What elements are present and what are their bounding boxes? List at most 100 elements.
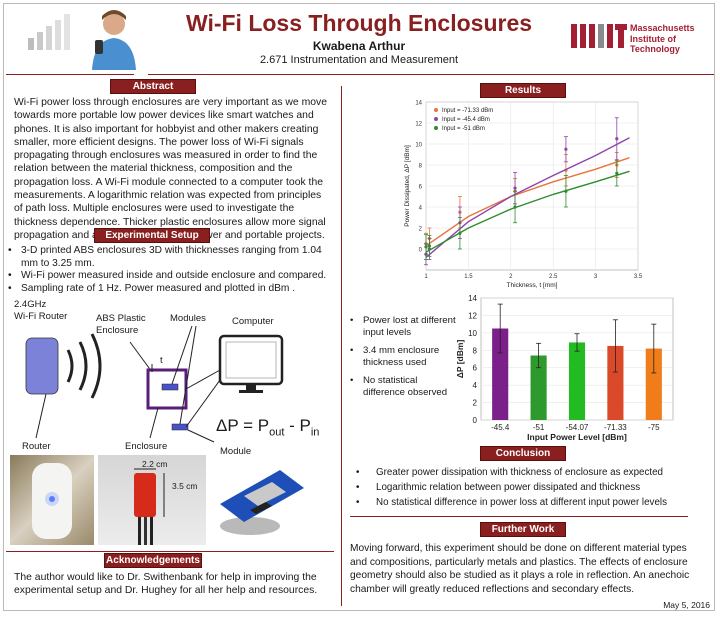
eq-part: - P bbox=[284, 416, 311, 435]
x-tick-label: -75 bbox=[648, 423, 660, 432]
bar bbox=[645, 348, 662, 420]
router-bottom-label: Router bbox=[22, 441, 51, 452]
institution-name: Massachusetts Institute of Technology bbox=[630, 23, 695, 55]
ack-heading: Acknowledgements bbox=[104, 553, 202, 568]
further-work-text: Moving forward, this experiment should b… bbox=[350, 543, 690, 595]
y-tick-label: 12 bbox=[415, 122, 422, 128]
conclusion-bullet: No statistical difference in power loss … bbox=[356, 495, 701, 510]
y-tick-label: 4 bbox=[419, 206, 423, 212]
legend-marker bbox=[434, 108, 438, 112]
input-power-bar-chart: 0 2 4 6 8 10 12 14 -45.4 -51 -54.07 -71.33 -75 Input … bbox=[455, 294, 674, 442]
abstract-text: Wi-Fi power loss through enclosures are … bbox=[14, 97, 327, 241]
y-tick-label: 6 bbox=[473, 364, 478, 373]
legend-marker bbox=[434, 117, 438, 121]
enclosure-bottom-label: Enclosure bbox=[125, 441, 168, 452]
setup-bullet: 3-D printed ABS enclosures 3D with thick… bbox=[8, 245, 328, 270]
modules-label: Modules bbox=[170, 313, 206, 324]
y-tick-label: 8 bbox=[473, 346, 478, 355]
eq-sub-in: in bbox=[310, 426, 320, 439]
x-tick-label: -71.33 bbox=[604, 423, 627, 432]
y-tick-label: 4 bbox=[473, 381, 478, 390]
signal-wave bbox=[78, 341, 88, 391]
data-point bbox=[427, 244, 431, 248]
column-divider bbox=[341, 86, 342, 606]
results-note: Power lost at different input levels bbox=[350, 315, 460, 339]
thickness-label: t bbox=[160, 355, 163, 366]
x-tick-label: 1.5 bbox=[464, 274, 473, 280]
data-point bbox=[564, 189, 568, 193]
y-tick-label: 14 bbox=[468, 294, 477, 303]
data-point bbox=[513, 186, 517, 190]
conclusion-bullet: Logarithmic relation between power dissi… bbox=[356, 480, 701, 495]
setup-diagram bbox=[10, 320, 330, 450]
y-tick-label: 0 bbox=[473, 416, 478, 425]
x-axis-label: Thickness, t [mm] bbox=[507, 282, 558, 289]
poster-frame bbox=[3, 3, 715, 611]
ack-rule bbox=[6, 551, 334, 552]
legend-entry: Input = -71.33 dBm bbox=[442, 108, 493, 114]
further-work-heading: Further Work bbox=[480, 522, 566, 537]
wifi-person-image bbox=[22, 6, 152, 70]
mit-logo bbox=[571, 22, 627, 50]
module-inside bbox=[161, 383, 179, 391]
computer-label: Computer bbox=[232, 316, 274, 327]
delta-p-equation: ΔP = Pout - Pin bbox=[216, 416, 319, 438]
x-tick-label: 1 bbox=[424, 274, 428, 280]
legend-marker bbox=[434, 126, 438, 130]
institution-line-1: Massachusetts bbox=[630, 23, 695, 33]
bar bbox=[568, 342, 586, 420]
fit-curve bbox=[425, 137, 630, 258]
y-axis-label: Power Dissipated, ΔP [dBm] bbox=[404, 145, 411, 227]
y-tick-label: 2 bbox=[419, 227, 423, 233]
institution-line-2: Institute of bbox=[630, 33, 676, 44]
x-tick-label: 3 bbox=[594, 274, 598, 280]
x-tick-label: -54.07 bbox=[566, 423, 589, 432]
data-point bbox=[615, 137, 619, 141]
signal-wave bbox=[66, 349, 74, 383]
module-label: Module bbox=[220, 446, 252, 457]
results-heading: Results bbox=[480, 83, 566, 98]
legend-entry: Input = -45.4 dBm bbox=[442, 117, 490, 123]
router-box bbox=[25, 337, 59, 395]
conclusion-bullet: Greater power dissipation with thickness… bbox=[356, 465, 701, 480]
poster-title: Wi-Fi Loss Through Enclosures bbox=[185, 10, 533, 36]
x-axis-label: Input Power Level [dBm] bbox=[527, 432, 627, 442]
y-axis-label: ΔP [dBm] bbox=[455, 340, 465, 379]
setup-bullets: 3-D printed ABS enclosures 3D with thick… bbox=[8, 245, 328, 295]
results-notes: Power lost at different input levels 3.4… bbox=[350, 315, 460, 399]
y-tick-label: 12 bbox=[468, 311, 477, 320]
x-tick-label: -51 bbox=[533, 423, 545, 432]
results-note: 3.4 mm enclosure thickness used bbox=[350, 345, 460, 369]
legend-entry: Input = -51 dBm bbox=[442, 126, 485, 132]
x-tick-label: 3.5 bbox=[634, 274, 643, 280]
results-note: No statistical difference observed bbox=[350, 375, 460, 399]
institution-line-3: Technology bbox=[630, 44, 680, 54]
enclosure-photo bbox=[98, 455, 206, 545]
data-point bbox=[615, 171, 619, 175]
photo-width-label: 2.2 cm bbox=[142, 459, 168, 469]
header-rule-right bbox=[148, 74, 714, 75]
x-tick-label: 2 bbox=[509, 274, 513, 280]
setup-bullet: Wi-Fi power measured inside and outside … bbox=[8, 270, 328, 283]
fit-curve bbox=[425, 157, 630, 247]
thickness-scatter-chart: 0 2 4 6 8 10 12 14 1 1.5 2 2.5 3 3.5 Thickness, t [mm]… bbox=[404, 101, 643, 290]
course-name: 2.671 Instrumentation and Measurement bbox=[259, 54, 459, 66]
data-point bbox=[564, 147, 568, 151]
x-tick-label: -45.4 bbox=[491, 423, 510, 432]
y-tick-label: 2 bbox=[473, 399, 478, 408]
module-outside bbox=[171, 423, 189, 431]
further-rule bbox=[350, 516, 688, 517]
photo-height-label: 3.5 cm bbox=[172, 481, 198, 491]
module-photo bbox=[210, 460, 310, 542]
abstract-heading: Abstract bbox=[110, 79, 196, 94]
setup-bullet: Sampling rate of 1 Hz. Power measured an… bbox=[8, 283, 328, 296]
bar bbox=[530, 355, 547, 420]
signal-wave bbox=[90, 333, 102, 399]
fit-curve bbox=[425, 170, 630, 253]
eq-sub-out: out bbox=[269, 426, 285, 439]
router-photo bbox=[10, 455, 94, 545]
header-rule-left bbox=[6, 74, 134, 75]
data-point bbox=[424, 245, 428, 249]
x-tick-label: 2.5 bbox=[549, 274, 558, 280]
enclosure-label: ABS Plastic Enclosure bbox=[96, 313, 146, 336]
